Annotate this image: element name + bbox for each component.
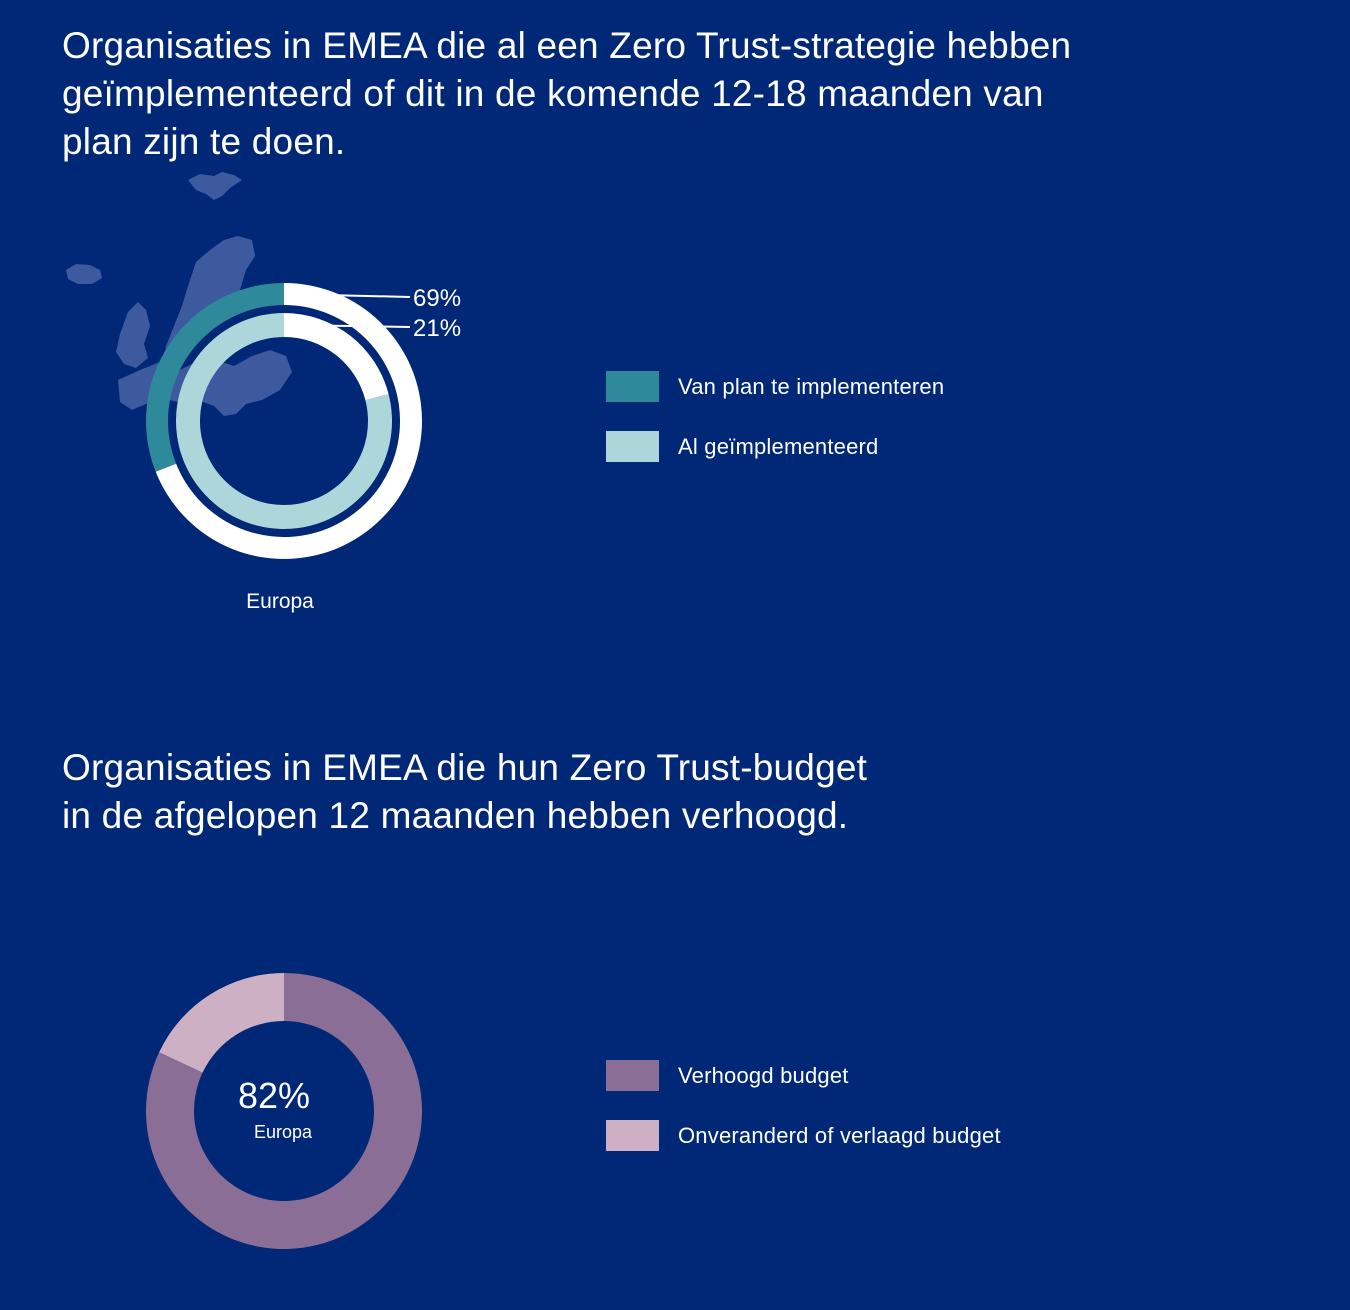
iceland-shape	[66, 264, 102, 284]
legend-swatch-al-geimplementeerd	[606, 431, 659, 462]
chart2-slice-onveranderd	[159, 973, 284, 1073]
chart1-outer-value-label: 69%	[413, 285, 461, 312]
zero-trust-strategy-chart: 69% 21% Europa	[66, 172, 461, 613]
legend-swatch-onveranderd	[606, 1120, 659, 1151]
legend-label-onveranderd: Onveranderd of verlaagd budget	[678, 1123, 1001, 1148]
chart1-inner-value-label: 21%	[413, 315, 461, 342]
chart1-outer-leader-line	[283, 293, 411, 298]
section1-title: Organisaties in EMEA die al een Zero Tru…	[62, 25, 1072, 162]
legend-swatch-van-plan	[606, 371, 659, 402]
legend-label-al-geimplementeerd: Al geïmplementeerd	[678, 434, 879, 459]
legend-swatch-verhoogd	[606, 1060, 659, 1091]
section2-title: Organisaties in EMEA die hun Zero Trust-…	[62, 747, 868, 836]
legend-label-van-plan: Van plan te implementeren	[678, 374, 945, 399]
chart1-inner-ring-value-slice	[284, 313, 389, 401]
zero-trust-budget-chart: 82% Europa	[145, 973, 423, 1249]
british-isles-shape	[116, 302, 150, 368]
chart1-category-label: Europa	[246, 590, 314, 613]
chart2-center-label: Europa	[254, 1122, 313, 1142]
chart2-center-value: 82%	[238, 1075, 310, 1116]
chart1-inner-leader-line	[283, 324, 411, 328]
svalbard-shape	[188, 172, 242, 200]
chart2-slice-verhoogd	[145, 973, 423, 1249]
chart1-outer-ring-remainder	[146, 283, 284, 472]
legend-label-verhoogd: Verhoogd budget	[678, 1063, 849, 1088]
